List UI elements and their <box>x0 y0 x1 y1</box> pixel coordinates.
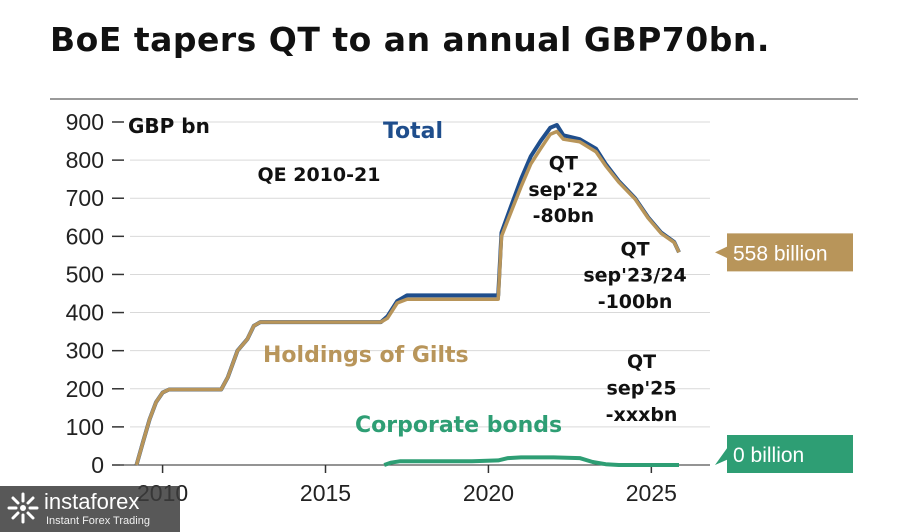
end-value-tag <box>715 435 853 473</box>
instaforex-name: instaforex <box>44 489 140 514</box>
axes: 0100200300400500600700800900201020152020… <box>66 109 710 506</box>
annotation-text: QT <box>549 153 578 175</box>
y-tick-label-0: 0 <box>91 452 104 478</box>
series-label-total: Total <box>383 119 443 144</box>
annotation-text: sep'23/24 <box>583 265 686 287</box>
y-tick-label-100: 100 <box>66 414 104 440</box>
end-value-tag <box>715 233 853 272</box>
grid <box>130 121 710 466</box>
series-label-holdings-of-gilts: Holdings of Gilts <box>263 343 469 368</box>
y-tick-label-600: 600 <box>66 223 104 249</box>
annotation-text: QT <box>627 351 656 373</box>
annotation-text: -xxxbn <box>606 404 678 426</box>
instaforex-logo-icon <box>7 492 39 524</box>
annotation-text: QT <box>620 238 649 260</box>
series-label-corporate-bonds: Corporate bonds <box>355 413 562 438</box>
annotation-text: -80bn <box>533 205 594 227</box>
y-tick-label-400: 400 <box>66 300 104 326</box>
annotation-text: QE 2010-21 <box>258 164 381 186</box>
y-tick-label-200: 200 <box>66 376 104 402</box>
chart-title: BoE tapers QT to an annual GBP70bn. <box>50 20 770 59</box>
y-tick-label-800: 800 <box>66 147 104 173</box>
x-tick-label-2025: 2025 <box>626 480 677 506</box>
x-tick-label-2020: 2020 <box>463 480 514 506</box>
y-tick-label-900: 900 <box>66 109 104 135</box>
end-value-label: 558 billion <box>733 242 828 265</box>
title-divider <box>50 98 858 100</box>
y-tick-label-700: 700 <box>66 185 104 211</box>
unit-label: GBP bn <box>128 114 210 138</box>
annotation-text: -100bn <box>598 291 673 313</box>
y-tick-label-500: 500 <box>66 261 104 287</box>
series-lines <box>134 123 681 467</box>
annotation-text: sep'22 <box>528 179 598 201</box>
x-tick-label-2015: 2015 <box>300 480 351 506</box>
end-value-label: 0 billion <box>733 444 804 467</box>
annotation-text: sep'25 <box>607 377 677 399</box>
y-tick-label-300: 300 <box>66 338 104 364</box>
instaforex-watermark: instaforex Instant Forex Trading <box>0 486 180 532</box>
series-line-holdings-of-gilts <box>134 129 681 466</box>
labels: Total Holdings of Gilts Corporate bonds QE … <box>258 119 853 473</box>
series-line-corporate-bonds <box>383 455 679 467</box>
instaforex-tagline: Instant Forex Trading <box>46 515 150 527</box>
